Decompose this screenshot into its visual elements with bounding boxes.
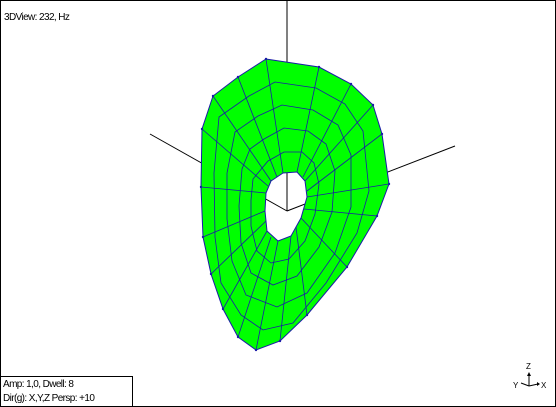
- info-panel: Amp: 1,0, Dwell: 8 Dir(g): X,Y,Z Persp: …: [1, 376, 133, 406]
- direction-perspective-text: Dir(g): X,Y,Z Persp: +10: [3, 393, 95, 404]
- amplitude-dwell-text: Amp: 1,0, Dwell: 8: [3, 379, 74, 390]
- triad-z-label: Z: [526, 362, 531, 371]
- triad-x-label: X: [541, 381, 547, 390]
- mesh-nodes: [199, 57, 391, 352]
- triad-y-label: Y: [513, 381, 519, 390]
- mesh-grid: [200, 58, 390, 351]
- axis-triad-icon: Z Y X: [511, 362, 547, 396]
- plate-surface: [200, 58, 390, 351]
- view-title: 3DView: 232, Hz: [4, 12, 70, 23]
